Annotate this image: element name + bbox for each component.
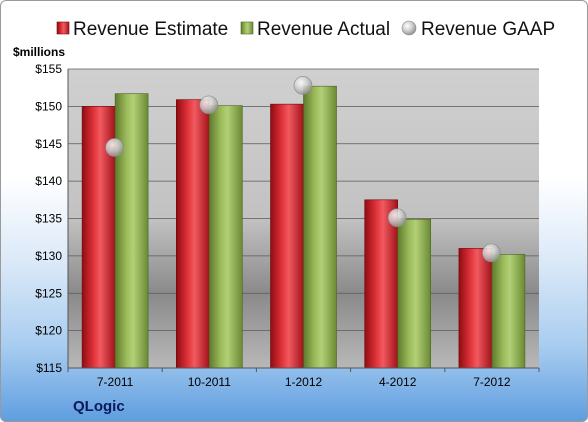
bar-revenue-actual	[114, 93, 149, 369]
bar-revenue-estimate	[364, 199, 399, 369]
bar-revenue-estimate	[176, 99, 210, 369]
x-tick-label: 10-2011	[188, 375, 231, 389]
legend-estimate-swatch	[56, 21, 70, 35]
y-axis-unit-label: $millions	[13, 45, 65, 59]
x-axis-ticks: 7-2011 10-2011 1-2012 4-2012 7-2012	[67, 368, 540, 389]
marker-revenue-gaap	[199, 95, 219, 115]
gaap-markers	[105, 76, 501, 263]
marker-revenue-gaap	[387, 208, 407, 228]
legend: Revenue Estimate Revenue Actual Revenue …	[56, 19, 555, 40]
bar-revenue-actual	[397, 218, 432, 369]
legend-gaap-label: Revenue GAAP	[421, 19, 555, 40]
x-tick-label: 7-2011	[97, 375, 134, 389]
marker-revenue-gaap	[482, 243, 501, 263]
bar-revenue-actual	[209, 105, 243, 369]
y-tick-label: $130	[35, 249, 62, 263]
y-tick-label: $135	[35, 212, 62, 226]
y-tick-label: $155	[35, 62, 62, 76]
y-tick-label: $115	[36, 361, 62, 375]
bar-revenue-actual	[491, 254, 526, 369]
y-axis-ticks: $115 $120 $125 $130 $135 $140 $145 $150 $155	[35, 62, 62, 375]
x-tick-label: 7-2012	[473, 375, 511, 389]
legend-estimate-label: Revenue Estimate	[73, 19, 228, 40]
marker-revenue-gaap	[105, 138, 124, 157]
marker-revenue-gaap	[293, 76, 313, 95]
x-tick-label: 1-2012	[285, 375, 323, 389]
bar-revenue-estimate	[270, 103, 304, 369]
legend-actual-swatch	[240, 21, 254, 35]
y-tick-label: $125	[35, 286, 62, 300]
legend-actual-label: Revenue Actual	[257, 19, 390, 40]
legend-gaap-marker	[401, 20, 417, 36]
y-tick-label: $145	[35, 137, 62, 151]
y-tick-label: $140	[35, 174, 62, 188]
bars	[81, 85, 526, 369]
bar-revenue-estimate	[458, 248, 493, 369]
x-tick-label: 4-2012	[379, 375, 417, 389]
y-tick-label: $120	[35, 324, 62, 338]
bar-revenue-actual	[303, 85, 337, 369]
y-tick-label: $150	[35, 99, 62, 113]
company-name: QLogic	[73, 398, 125, 415]
